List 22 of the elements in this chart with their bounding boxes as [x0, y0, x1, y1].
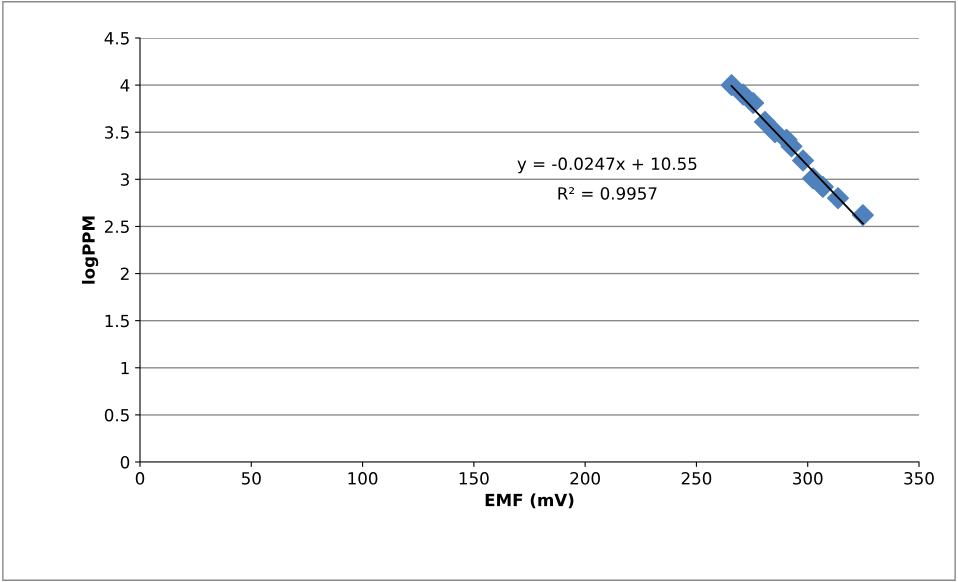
x-tick-label: 300 — [793, 472, 823, 485]
y-tick-label: 4.5 — [104, 32, 129, 45]
y-tick-label: 0 — [120, 456, 130, 469]
x-axis-title: EMF (mV) — [486, 493, 574, 508]
x-tick-label: 150 — [460, 472, 489, 485]
y-tick-label: 2.5 — [104, 220, 129, 234]
y-tick-label: 3.5 — [105, 126, 129, 139]
y-tick-label: 0.5 — [104, 408, 129, 422]
y-tick-label: 1.5 — [106, 314, 129, 328]
y-tick-label: 3 — [120, 173, 129, 186]
annotation: R² = 0.9957 — [558, 187, 657, 200]
y-axis-title: logPPM — [82, 216, 98, 284]
x-tick-label: 250 — [682, 472, 712, 485]
y-tick-label: 2 — [120, 268, 129, 280]
y-tick-label: 1 — [122, 362, 129, 374]
annotation: y = -0.0247x + 10.55 — [517, 157, 696, 174]
x-tick-label: 200 — [570, 472, 600, 485]
x-tick-label: 350 — [904, 472, 934, 485]
y-tick-label: 4 — [120, 79, 130, 92]
x-tick-label: 50 — [242, 472, 261, 485]
x-tick-label: 0 — [136, 472, 144, 485]
x-tick-label: 100 — [348, 472, 378, 485]
